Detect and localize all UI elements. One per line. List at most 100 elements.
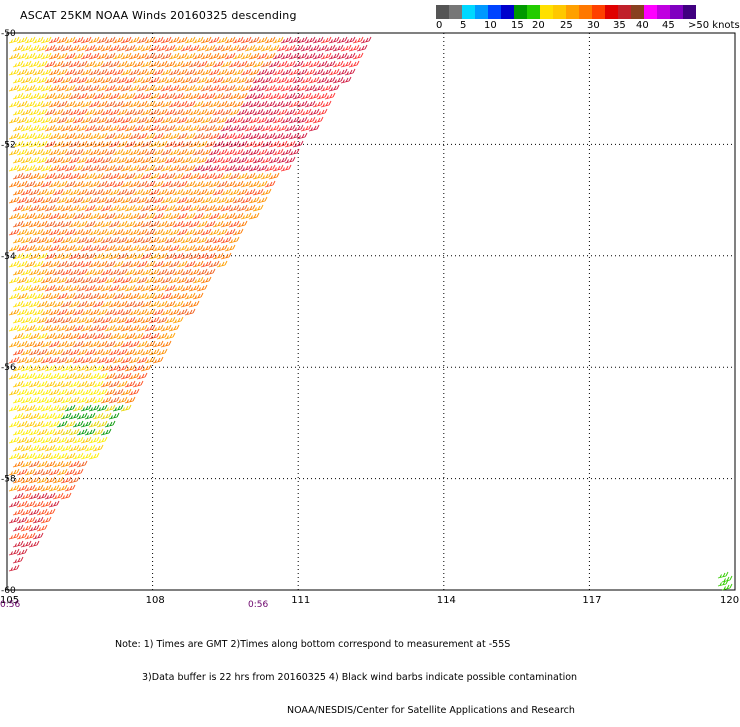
wind-barb [20,476,32,484]
wind-barb [48,468,60,476]
wind-barb [76,268,88,276]
wind-barb [112,244,124,252]
wind-barb [112,324,124,332]
colorbar-segment [527,5,540,19]
wind-barb [152,180,164,188]
wind-barb [32,196,44,204]
wind-barb [80,244,92,252]
wind-barb [88,260,100,268]
wind-barb [148,124,160,132]
wind-barb [344,36,356,44]
wind-barb [16,180,28,188]
wind-barb [16,500,28,508]
wind-barb [32,468,44,476]
wind-barb [216,260,228,268]
wind-barb [184,292,196,300]
wind-barb [100,348,112,356]
wind-barb [244,156,256,164]
wind-barb [28,332,40,340]
wind-barb [132,316,144,324]
wind-barb [136,132,148,140]
wind-barb [36,268,48,276]
wind-barb [44,236,56,244]
wind-barb [92,412,104,420]
wind-barb [8,516,20,524]
wind-barb [72,148,84,156]
wind-barb [8,356,20,364]
wind-barb [152,132,164,140]
wind-barb [156,156,168,164]
wind-barb [92,300,104,308]
wind-barb [60,108,72,116]
wind-barb [132,268,144,276]
wind-barb [8,244,20,252]
wind-barb [60,380,72,388]
wind-barb [24,68,36,76]
wind-barb [112,132,124,140]
wind-barb [272,68,284,76]
colorbar-segment [644,5,657,19]
footnote: Note: 1) Times are GMT 2)Times along bot… [115,617,577,727]
wind-barb [332,60,344,68]
wind-barb [124,332,136,340]
wind-barb [104,212,116,220]
wind-barb [36,428,48,436]
wind-barb [92,348,104,356]
wind-barb [68,444,80,452]
wind-barb [120,404,132,412]
wind-barb [160,196,172,204]
wind-barb [20,396,32,404]
wind-barb [100,252,112,260]
wind-barb [32,356,44,364]
wind-barb [128,260,140,268]
wind-barb [236,76,248,84]
wind-barb [48,404,60,412]
wind-barb [8,404,20,412]
wind-barb [284,76,296,84]
wind-barb [64,228,76,236]
wind-barb [308,92,320,100]
wind-barb [104,228,116,236]
wind-barb [156,140,168,148]
wind-barb [20,492,32,500]
wind-barb [156,124,168,132]
wind-barb [40,484,52,492]
wind-barb [208,132,220,140]
wind-barb [28,316,40,324]
wind-barb [40,436,52,444]
wind-barb [220,156,232,164]
wind-barb [112,212,124,220]
wind-barb [164,124,176,132]
wind-barb [168,292,180,300]
wind-barb [8,84,20,92]
wind-barb [40,500,52,508]
wind-barb [336,52,348,60]
wind-barb [8,388,20,396]
wind-barb [88,132,100,140]
wind-barb [144,276,156,284]
wind-barb [132,220,144,228]
wind-barb [308,124,320,132]
wind-barb [352,52,364,60]
wind-barb [144,356,156,364]
wind-barb [188,252,200,260]
wind-barb [72,324,84,332]
wind-barb [184,36,196,44]
wind-barb [152,276,164,284]
wind-barb [216,52,228,60]
wind-barb [64,324,76,332]
wind-barb [136,292,148,300]
wind-barb [212,204,224,212]
wind-barb [236,140,248,148]
wind-barb [100,76,112,84]
wind-barb [108,60,120,68]
wind-barb [24,324,36,332]
wind-barb [60,396,72,404]
wind-barb [52,332,64,340]
wind-barb [28,460,40,468]
wind-barb [20,124,32,132]
wind-barb [144,52,156,60]
wind-barb [176,100,188,108]
wind-barb [16,356,28,364]
wind-barb [104,292,116,300]
